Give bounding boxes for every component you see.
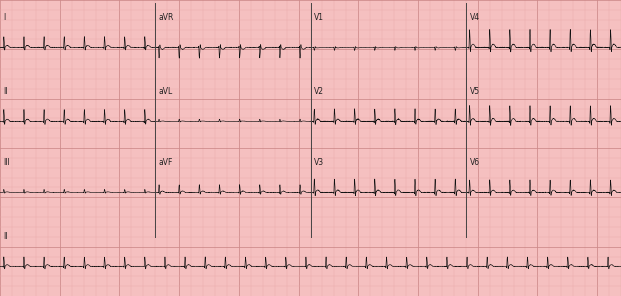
Text: III: III [4, 158, 11, 167]
Text: V4: V4 [469, 13, 479, 22]
Text: V3: V3 [314, 158, 324, 167]
Text: I: I [4, 13, 6, 22]
Text: V1: V1 [314, 13, 324, 22]
Text: aVL: aVL [159, 87, 173, 96]
Text: V6: V6 [469, 158, 479, 167]
Text: aVF: aVF [159, 158, 173, 167]
Text: II: II [4, 87, 8, 96]
Text: aVR: aVR [159, 13, 175, 22]
Text: V5: V5 [469, 87, 479, 96]
Text: II: II [4, 232, 8, 241]
Text: V2: V2 [314, 87, 324, 96]
